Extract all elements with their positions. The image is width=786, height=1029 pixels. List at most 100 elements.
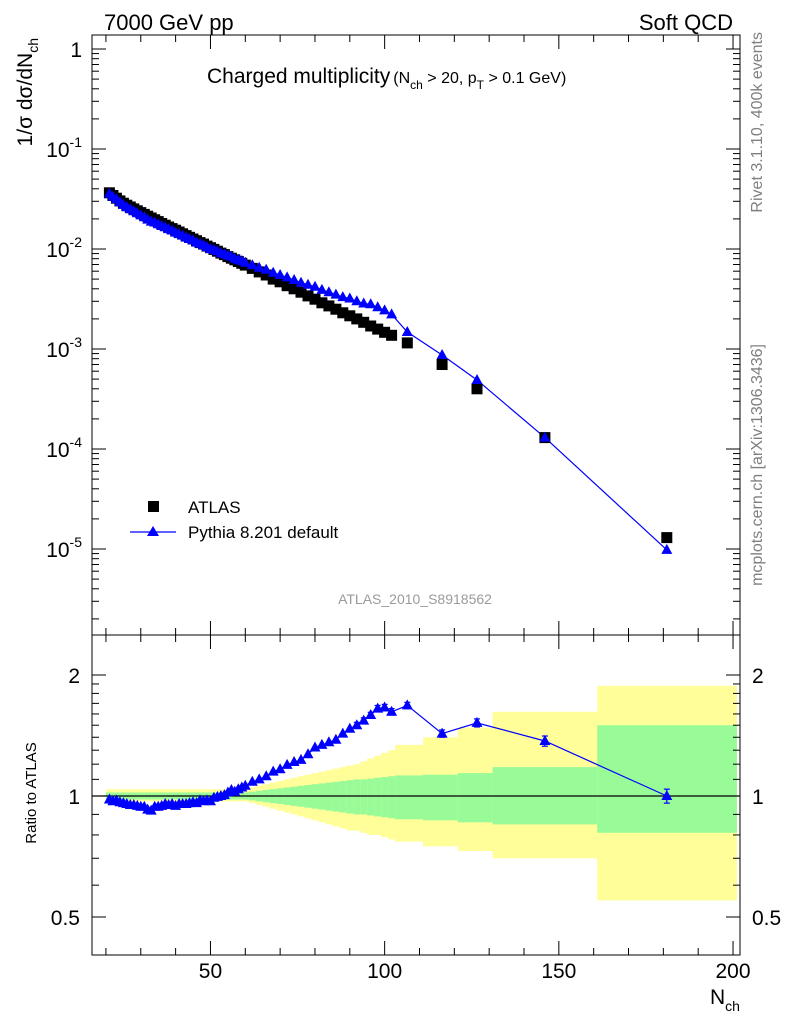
ratio-point [379, 701, 391, 712]
ratio-point [239, 779, 251, 790]
main-title-text: Charged multiplicity [207, 65, 391, 88]
atlas-point [330, 303, 342, 315]
ratio-inner-band [395, 775, 424, 820]
pythia-point [358, 297, 370, 308]
atlas-point [379, 326, 391, 338]
pythia-point [436, 349, 448, 359]
main-y-tick-label: 10-5 [46, 534, 82, 562]
main-y-axis-label: 1/σ dσ/dNch [14, 38, 41, 146]
ratio-inner-band [367, 778, 375, 816]
ratio-point [386, 705, 398, 716]
main-panel-frame [91, 34, 741, 636]
pythia-point [267, 266, 279, 277]
pythia-point [316, 283, 328, 294]
main-y-tick-label: 10-4 [46, 434, 82, 462]
x-axis-tick-labels: 50 100 150 200 [199, 960, 751, 983]
ratio-inner-band [423, 774, 459, 821]
pythia-point [372, 301, 384, 312]
x-tick-label: 50 [199, 960, 222, 983]
pythia-point [471, 374, 483, 384]
ratio-y-tick-label-right: 1 [752, 786, 764, 809]
main-y-axis-label-main: 1/σ dσ/dN [14, 53, 37, 147]
ratio-axis-ticks: 0.5 0.5 1 1 2 2 [51, 635, 781, 955]
ratio-inner-band [457, 773, 493, 823]
ratio-point [471, 716, 483, 727]
pythia-line [109, 193, 668, 551]
ratio-point [401, 699, 413, 710]
ratio-point [661, 790, 673, 800]
pythia-point [302, 278, 314, 289]
ratio-point [295, 753, 307, 764]
ratio-inner-band [374, 777, 382, 817]
ratio-point [358, 714, 370, 725]
ratio-y-tick-label-left: 2 [68, 665, 80, 688]
ratio-inner-band [597, 725, 737, 833]
side-rivet-label: Rivet 3.1.10, 400k events [749, 32, 766, 213]
ratio-uncertainty-bands [105, 685, 737, 901]
main-y-tick-label: 10-2 [46, 234, 82, 262]
ratio-point [309, 741, 321, 752]
atlas-point [267, 273, 279, 285]
main-y-tick-label: 1 [70, 39, 82, 62]
pythia-point [309, 280, 321, 291]
ratio-point [539, 735, 551, 745]
cut-open: (N [393, 70, 410, 87]
pythia-point [330, 288, 342, 299]
atlas-point [351, 313, 363, 325]
atlas-point [281, 280, 293, 292]
pythia-point [323, 286, 335, 297]
atlas-point [386, 329, 398, 341]
atlas-point [253, 266, 265, 278]
pythia-point [253, 261, 265, 272]
atlas-point [316, 297, 328, 309]
ratio-y-tick-label-left: 1 [68, 786, 80, 809]
header-right-label: Soft QCD [639, 10, 733, 35]
ratio-inner-band [346, 780, 354, 814]
ratio-inner-band [332, 781, 340, 812]
pythia-point [246, 259, 258, 270]
pythia-point [401, 326, 413, 336]
pythia-point [539, 431, 551, 442]
ratio-point [316, 738, 328, 749]
pythia-point [260, 263, 272, 274]
ratio-y-tick-label-left: 0.5 [51, 907, 80, 930]
atlas-point [344, 310, 356, 322]
main-plot-marks [103, 187, 673, 554]
ratio-inner-band [388, 776, 396, 819]
atlas-point [309, 293, 321, 305]
atlas-point [436, 359, 448, 370]
x-axis-label: Nch [710, 986, 740, 1014]
ratio-y-tick-label-right: 2 [752, 665, 764, 688]
x-tick-label: 150 [541, 960, 576, 983]
legend-marker-pythia [147, 526, 159, 536]
ratio-inner-band [381, 777, 389, 818]
cut-pt-sub: T [477, 78, 485, 92]
cut-close: > 0.1 GeV) [484, 70, 566, 87]
pythia-point [239, 256, 251, 267]
pythia-point [337, 291, 349, 302]
atlas-point [302, 290, 314, 302]
atlas-point [471, 383, 483, 395]
ratio-point [281, 758, 293, 769]
main-panel: 1 10-1 10-2 10-3 10-4 10-5 Charged multiplici… [14, 34, 741, 636]
main-y-tick-label: 10-1 [46, 134, 82, 162]
ratio-plot-marks [103, 699, 673, 815]
atlas-point [260, 269, 272, 281]
ratio-point [351, 719, 363, 730]
atlas-point [323, 300, 335, 312]
atlas-point [372, 323, 384, 335]
header-left-label: 7000 GeV pp [104, 10, 234, 35]
ratio-point [274, 763, 286, 774]
ratio-point [436, 727, 448, 738]
ratio-panel-frame [91, 634, 741, 956]
pythia-point [365, 298, 377, 309]
ratio-y-tick-label-right: 0.5 [752, 907, 781, 930]
ratio-point [260, 770, 272, 781]
analysis-tag: ATLAS_2010_S8918562 [338, 591, 492, 607]
atlas-point [288, 283, 300, 295]
legend-label-atlas: ATLAS [188, 498, 241, 517]
x-tick-label: 200 [716, 960, 751, 983]
pythia-point [288, 274, 300, 284]
x-axis-label-main: N [710, 986, 725, 1009]
